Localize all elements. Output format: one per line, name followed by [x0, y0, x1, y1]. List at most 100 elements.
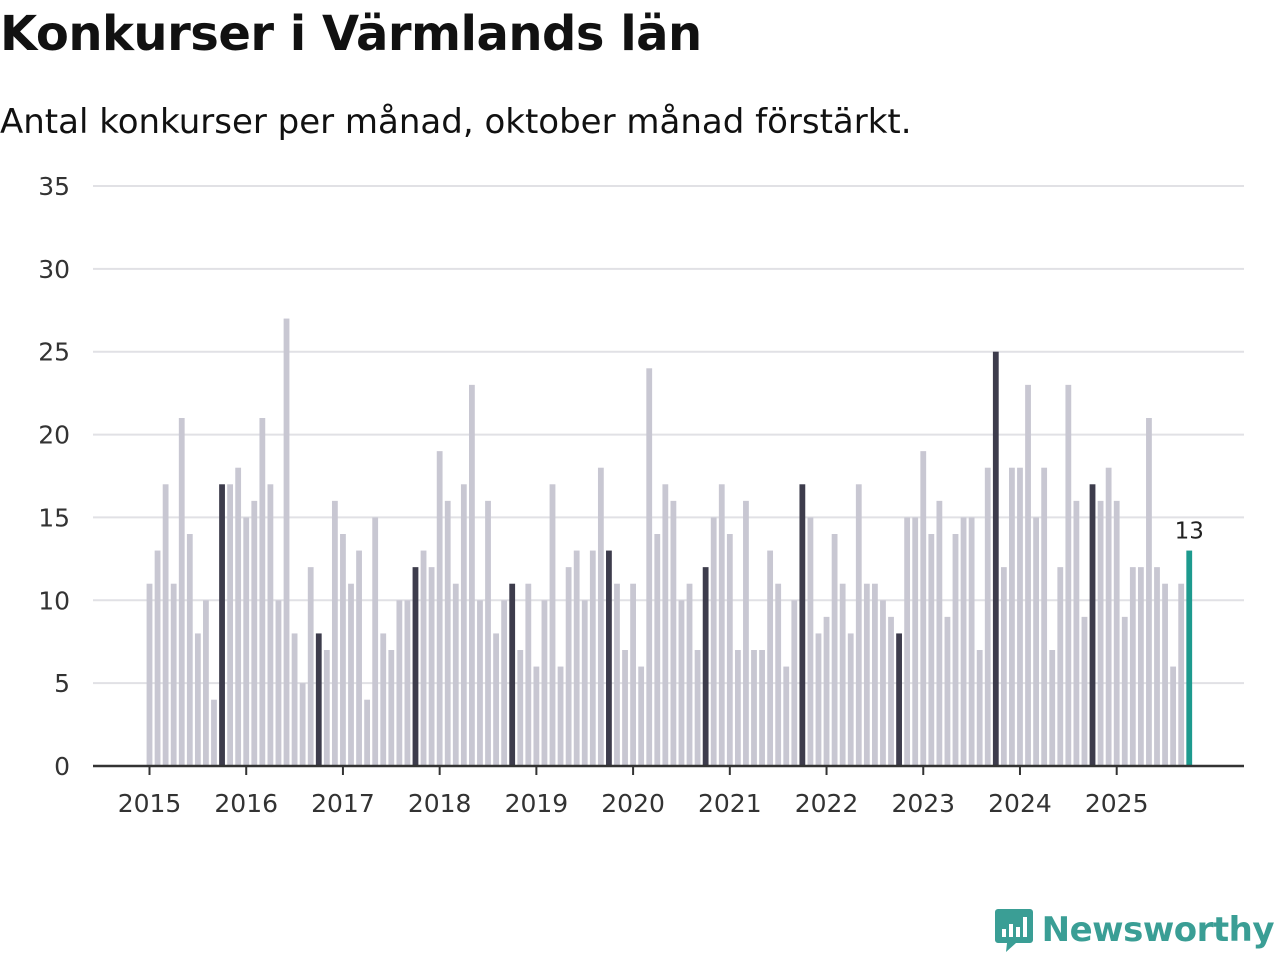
bar	[904, 517, 911, 766]
bar	[291, 633, 298, 766]
bar	[436, 451, 443, 766]
bar	[654, 534, 661, 766]
bar	[396, 600, 403, 766]
y-tick-label: 10	[38, 586, 70, 615]
bar	[331, 500, 338, 766]
newsworthy-logo-icon	[994, 909, 1033, 952]
bar	[1146, 418, 1152, 766]
bar	[372, 517, 379, 766]
bar	[928, 534, 935, 766]
bar	[259, 418, 266, 766]
bar	[493, 633, 499, 766]
bar	[1170, 666, 1177, 766]
bar	[589, 550, 596, 766]
bar	[404, 600, 411, 766]
bar	[678, 600, 685, 766]
bar	[702, 567, 709, 766]
y-tick-label: 0	[54, 752, 70, 781]
bar	[751, 650, 757, 766]
bar	[638, 666, 645, 766]
bar	[606, 550, 612, 766]
x-tick-label: 2019	[505, 789, 569, 818]
chart-title: Konkurser i Värmlands län	[0, 6, 702, 62]
bar	[364, 699, 371, 766]
bar	[340, 534, 346, 766]
bar	[614, 583, 620, 766]
bar	[348, 583, 354, 766]
bar	[1073, 500, 1080, 766]
bar	[1105, 467, 1112, 766]
bar	[275, 600, 282, 766]
bar	[1017, 467, 1023, 766]
x-tick-label: 2015	[118, 789, 182, 818]
bar	[775, 583, 782, 766]
bar	[743, 500, 749, 766]
bar	[485, 500, 491, 766]
bar	[992, 351, 999, 766]
bar	[533, 666, 540, 766]
bar	[823, 616, 830, 766]
newsworthy-logo: Newsworthy	[994, 906, 1275, 954]
bar	[920, 451, 927, 766]
bar	[203, 600, 209, 766]
bar	[799, 484, 806, 766]
y-axis: 0 5 10 15 20 25 30 35	[38, 172, 70, 781]
x-tick-label: 2023	[891, 789, 955, 818]
bar	[1129, 567, 1136, 766]
bar	[154, 550, 161, 766]
bar	[211, 699, 217, 766]
bar	[855, 484, 862, 766]
bar	[541, 600, 548, 766]
bar	[525, 583, 532, 766]
bar	[1009, 467, 1015, 766]
y-tick-label: 15	[38, 503, 70, 532]
x-tick-label: 2024	[988, 789, 1052, 818]
bar	[1065, 384, 1072, 766]
bar	[420, 550, 427, 766]
latest-value-label: 13	[1175, 519, 1204, 545]
bar	[1186, 550, 1193, 766]
bar	[1097, 500, 1104, 766]
y-tick-label: 5	[54, 669, 70, 698]
bar	[597, 467, 604, 766]
bar	[170, 583, 177, 766]
bar	[759, 650, 765, 766]
bar	[767, 550, 774, 766]
bar	[356, 550, 362, 766]
bar	[509, 583, 516, 766]
bar	[686, 583, 693, 766]
bar	[783, 666, 790, 766]
bar	[243, 517, 250, 766]
bar	[718, 484, 725, 766]
bar	[251, 500, 258, 766]
gridlines	[93, 185, 1244, 685]
bar	[549, 484, 556, 766]
bar	[863, 583, 870, 766]
bars	[146, 318, 1193, 766]
bar	[710, 517, 717, 766]
x-tick-label: 2025	[1085, 789, 1149, 818]
bar	[1162, 583, 1168, 766]
bar	[976, 650, 983, 766]
bar	[662, 484, 669, 766]
bar	[831, 534, 838, 766]
bar	[227, 484, 233, 766]
bar	[815, 633, 822, 766]
bar	[872, 583, 878, 766]
bar	[460, 484, 467, 766]
x-tick-label: 2020	[601, 789, 665, 818]
brand-name: Newsworthy	[1041, 910, 1275, 950]
bar	[299, 683, 306, 766]
x-axis: 2015 2016 2017 2018 2019 2020 2021 2022 2023 2024…	[93, 764, 1244, 818]
bar	[960, 517, 967, 766]
bar	[501, 600, 508, 766]
bar	[477, 600, 483, 766]
bar	[896, 633, 902, 766]
bar	[670, 500, 677, 766]
data-labels: 13	[1175, 519, 1204, 545]
x-tick-label: 2022	[795, 789, 859, 818]
y-tick-label: 25	[38, 338, 70, 367]
bar	[517, 650, 524, 766]
bar	[267, 484, 274, 766]
bar	[734, 650, 741, 766]
